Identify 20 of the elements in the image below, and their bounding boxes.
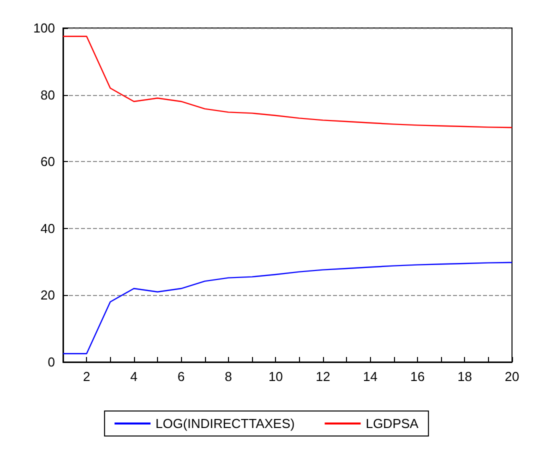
y-tick-label: 40 [40, 220, 55, 236]
x-tick-label: 10 [268, 369, 283, 384]
x-tick-label: 4 [130, 369, 138, 384]
y-tick-label: 80 [40, 87, 55, 102]
x-tick-label: 18 [458, 369, 472, 384]
line-series [62, 262, 513, 354]
line-series [62, 36, 513, 128]
y-tick-label: 100 [33, 20, 55, 36]
x-tick-label: 12 [316, 369, 330, 384]
x-tick-label: 8 [224, 369, 232, 384]
x-tick-label: 2 [83, 369, 90, 384]
x-tick-label: 6 [178, 369, 185, 384]
x-tick-label: 16 [410, 369, 425, 384]
x-tick-label: 20 [504, 369, 520, 384]
legend-label: LGDPSA [366, 416, 419, 431]
x-tick-label: 14 [362, 369, 378, 384]
y-tick-label: 20 [40, 288, 55, 303]
legend-label: LOG(INDIRECTTAXES) [156, 416, 295, 431]
y-tick-label: 0 [48, 354, 55, 370]
y-tick-label: 60 [40, 154, 55, 170]
